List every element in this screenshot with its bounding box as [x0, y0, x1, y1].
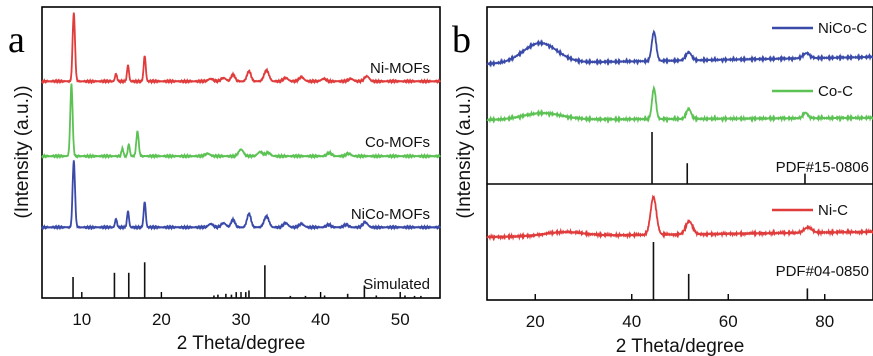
series-line-co-c: [486, 84, 873, 124]
series-line-nico-c: [486, 29, 873, 68]
x-tick-label: 60: [719, 312, 738, 331]
series-label: Simulated: [363, 276, 430, 293]
series-line-ni-mofs: [41, 12, 441, 85]
x-tick-label: 50: [391, 310, 410, 329]
panel-b-ylabel: (Intensity (a.u.)): [454, 85, 475, 218]
series-label: Ni-MOFs: [370, 60, 430, 77]
panel-b-letter: b: [452, 19, 471, 61]
x-tick-label: 10: [72, 310, 91, 329]
panel-a-plot-area: Ni-MOFs Co-MOFs NiCo-MOFs Simulated: [41, 12, 441, 298]
series-label: NiCo-MOFs: [351, 206, 430, 223]
panel-a-xlabel: 2 Theta/degree: [177, 333, 306, 354]
series-line-co-mofs: [41, 83, 441, 160]
x-tick-label: 30: [232, 310, 251, 329]
x-tick-label: 80: [815, 312, 834, 331]
panel-a-ylabel: (Intensity (a.u.)): [12, 85, 33, 218]
series-line-nico-mofs: [41, 160, 441, 231]
x-tick-label: 40: [622, 312, 641, 331]
x-tick-label: 20: [526, 312, 545, 331]
series-line-ni-c: [486, 194, 873, 242]
x-tick-label: 20: [152, 310, 171, 329]
panel-b-x-axis: 20 40 60 80: [526, 294, 834, 331]
legend-label: NiCo-C: [818, 20, 867, 37]
panel-b-xlabel: 2 Theta/degree: [616, 336, 745, 356]
panel-b-frame: [486, 6, 873, 301]
panel-b-plot-area: NiCo-C Co-C Ni-C PDF#15-0806 PDF#04-0850: [486, 20, 873, 300]
series-label: Co-MOFs: [365, 134, 430, 151]
panel-a-x-axis: 10 20 30 40 50: [72, 292, 410, 329]
reference-label: PDF#04-0850: [776, 263, 869, 280]
reference-label: PDF#15-0806: [776, 159, 869, 176]
legend-label: Ni-C: [818, 202, 848, 219]
panel-a-frame: [41, 6, 441, 299]
x-tick-label: 40: [311, 310, 330, 329]
legend-label: Co-C: [818, 83, 853, 100]
panel-a-letter: a: [8, 19, 25, 61]
